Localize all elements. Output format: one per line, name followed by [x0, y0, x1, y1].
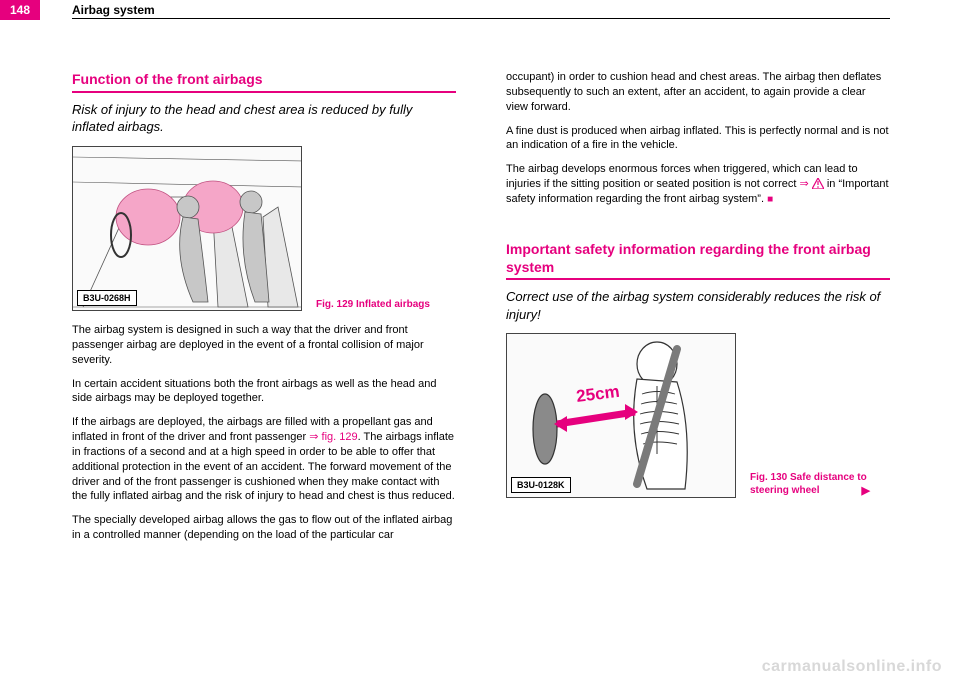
warning-triangle-icon	[812, 178, 824, 189]
spacer	[506, 216, 890, 240]
body-paragraph: A fine dust is produced when airbag infl…	[506, 124, 890, 154]
body-paragraph: The specially developed airbag allows th…	[72, 513, 456, 543]
page-number-tab: 148	[0, 0, 40, 20]
figure-129-image: B3U-0268H	[72, 146, 302, 311]
body-paragraph: In certain accident situations both the …	[72, 377, 456, 407]
figure-130-image: 25cm B3U-0128K	[506, 333, 736, 498]
columns: Function of the front airbags Risk of in…	[72, 70, 890, 552]
body-paragraph: The airbag develops enormous forces when…	[506, 162, 890, 207]
airbag-illustration	[73, 147, 302, 311]
figure-129-row: B3U-0268H Fig. 129 Inflated airbags	[72, 146, 456, 311]
body-paragraph: The airbag system is designed in such a …	[72, 323, 456, 368]
body-paragraph: If the airbags are deployed, the airbags…	[72, 415, 456, 504]
chapter-title: Airbag system	[72, 0, 155, 20]
figure-130-caption: Fig. 130 Safe distance to steering wheel…	[750, 471, 870, 498]
section-heading: Important safety information regarding t…	[506, 240, 890, 280]
page: 148 Airbag system Function of the front …	[0, 0, 960, 686]
figure-130-code: B3U-0128K	[511, 477, 571, 493]
figure-129-code: B3U-0268H	[77, 290, 137, 306]
figure-reference: ⇒ fig. 129	[309, 431, 357, 443]
watermark: carmanualsonline.info	[762, 658, 942, 676]
caption-text: Fig. 130 Safe distance to steering wheel	[750, 472, 867, 496]
warning-reference: ⇒	[799, 178, 823, 190]
section-heading: Function of the front airbags	[72, 70, 456, 93]
safe-distance-illustration: 25cm	[507, 334, 736, 498]
figure-129-caption: Fig. 129 Inflated airbags	[316, 298, 436, 311]
section-subtitle: Risk of injury to the head and chest are…	[72, 101, 456, 136]
end-of-section-icon: ■	[767, 194, 773, 205]
section-subtitle: Correct use of the airbag system conside…	[506, 288, 890, 323]
right-column: occupant) in order to cushion head and c…	[506, 70, 890, 552]
continue-arrow-icon: ▶	[862, 484, 870, 498]
header-rule	[72, 18, 890, 19]
left-column: Function of the front airbags Risk of in…	[72, 70, 456, 552]
figure-130-row: 25cm B3U-0128K Fig. 130 Safe distance to…	[506, 333, 890, 498]
body-paragraph: occupant) in order to cushion head and c…	[506, 70, 890, 115]
